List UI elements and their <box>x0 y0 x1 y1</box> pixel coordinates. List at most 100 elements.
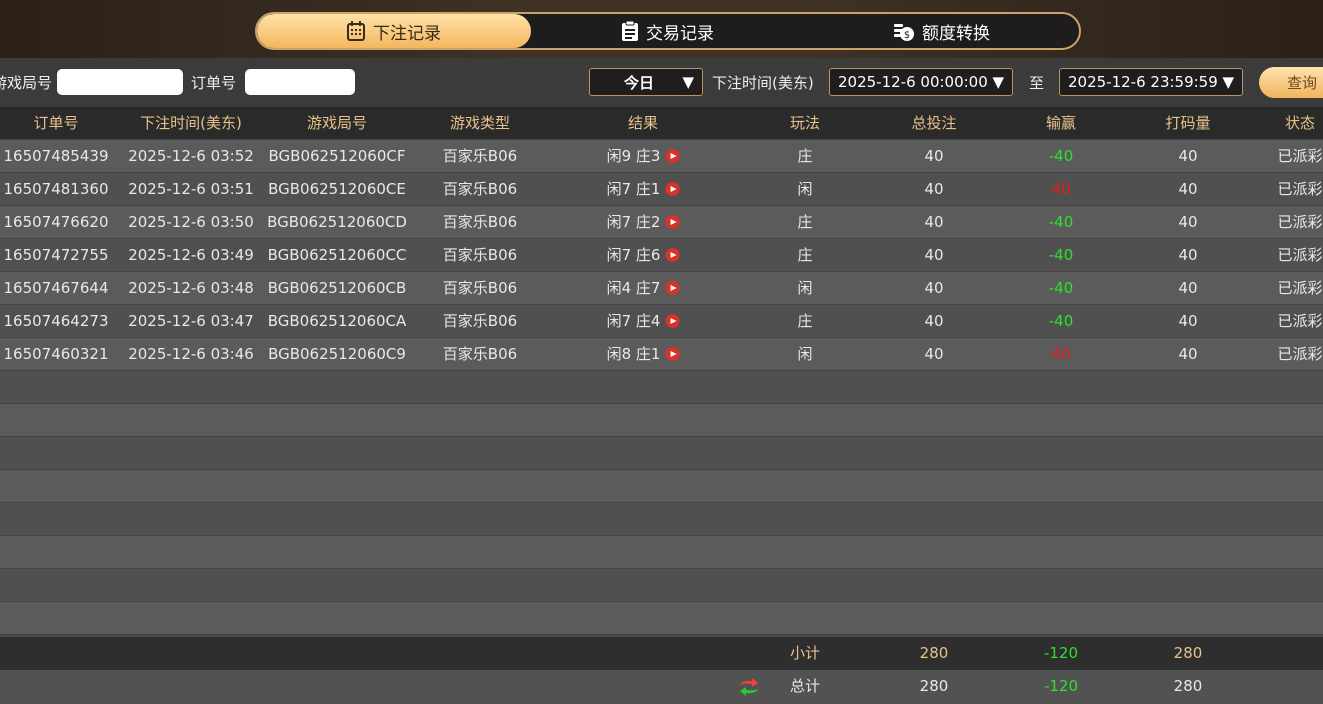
round-label: 游戏局号 <box>0 74 53 92</box>
cell-win-loss: -40 <box>1048 279 1074 297</box>
order-input[interactable] <box>245 69 355 95</box>
cell-order-id: 16507485439 <box>3 147 109 165</box>
result-text: 闲7 庄2 <box>606 213 661 231</box>
cell-round-id: BGB062512060CF <box>268 147 406 165</box>
cell-total-bet: 40 <box>924 279 944 297</box>
cell-game-type: 百家乐B06 <box>442 312 518 330</box>
cell-order-id: 16507464273 <box>3 312 109 330</box>
calendar-icon <box>347 21 365 41</box>
cell-bet-type: 庄 <box>797 147 813 165</box>
play-replay-icon[interactable] <box>665 314 680 328</box>
column-header-total-bet: 总投注 <box>911 114 957 132</box>
total-label: 总计 <box>789 677 821 695</box>
subtotal-winloss: -120 <box>1043 644 1079 662</box>
cell-status: 已派彩 <box>1277 279 1323 297</box>
cell-total-bet: 40 <box>924 213 944 231</box>
cell-status: 已派彩 <box>1277 147 1323 165</box>
total-turnover: 280 <box>1173 677 1203 695</box>
column-header-turnover: 打码量 <box>1165 114 1211 132</box>
end-time-select[interactable]: 2025-12-6 23:59:59 ▼ <box>1059 68 1243 96</box>
cell-bet-time: 2025-12-6 03:51 <box>128 180 254 198</box>
tab-bet-records[interactable]: 下注记录 <box>257 14 531 48</box>
start-time-select[interactable]: 2025-12-6 00:00:00 ▼ <box>829 68 1013 96</box>
cell-win-loss: -40 <box>1048 147 1074 165</box>
result-text: 闲7 庄1 <box>606 180 661 198</box>
column-header-game-type: 游戏类型 <box>449 114 511 132</box>
cell-bet-time: 2025-12-6 03:47 <box>128 312 254 330</box>
total-winloss: -120 <box>1043 677 1079 695</box>
refresh-icon[interactable] <box>738 676 760 698</box>
bet-records-table: 订单号 下注时间(美东) 游戏局号 游戏类型 结果 玩法 总投注 输赢 打码量 状态 1650748… <box>0 107 1323 635</box>
cell-bet-type: 庄 <box>797 246 813 264</box>
column-header-round-id: 游戏局号 <box>306 114 368 132</box>
cell-round-id: BGB062512060CE <box>268 180 406 198</box>
end-time-value: 2025-12-6 23:59:59 <box>1068 73 1218 91</box>
play-replay-icon[interactable] <box>665 215 680 229</box>
tab-credit-transfer[interactable]: $ 额度转换 <box>805 14 1079 48</box>
time-label: 下注时间(美东) <box>712 74 814 92</box>
cell-status: 已派彩 <box>1277 213 1323 231</box>
cell-game-type: 百家乐B06 <box>442 213 518 231</box>
period-select[interactable]: 今日 ▼ <box>589 68 703 96</box>
cell-order-id: 16507481360 <box>3 180 109 198</box>
cell-status: 已派彩 <box>1277 345 1323 363</box>
cell-bet-time: 2025-12-6 03:52 <box>128 147 254 165</box>
cell-bet-time: 2025-12-6 03:46 <box>128 345 254 363</box>
cell-total-bet: 40 <box>924 345 944 363</box>
chevron-down-icon: ▼ <box>1222 73 1234 91</box>
query-label: 查询 <box>1287 74 1318 92</box>
table-row: 16507485439 2025-12-6 03:52 BGB062512060CF… <box>0 140 1323 173</box>
cell-turnover: 40 <box>1178 246 1198 264</box>
cell-turnover: 40 <box>1178 345 1198 363</box>
to-label: 至 <box>1029 74 1045 92</box>
tab-bar: 下注记录 交易记录 $ 额度转换 <box>255 12 1081 50</box>
table-row <box>0 470 1323 503</box>
cell-win-loss: -40 <box>1048 246 1074 264</box>
column-header-bet-time: 下注时间(美东) <box>140 114 242 132</box>
cell-result: 闲8 庄1 <box>607 338 680 371</box>
cell-round-id: BGB062512060C9 <box>268 345 406 363</box>
cell-win-loss: 40 <box>1051 345 1071 363</box>
cell-turnover: 40 <box>1178 312 1198 330</box>
cell-total-bet: 40 <box>924 246 944 264</box>
table-row: 16507464273 2025-12-6 03:47 BGB062512060CA… <box>0 305 1323 338</box>
cell-order-id: 16507476620 <box>3 213 109 231</box>
result-text: 闲7 庄6 <box>606 246 661 264</box>
start-time-value: 2025-12-6 00:00:00 <box>838 73 988 91</box>
cell-win-loss: -40 <box>1048 213 1074 231</box>
cell-turnover: 40 <box>1178 147 1198 165</box>
result-text: 闲8 庄1 <box>606 345 661 363</box>
filter-bar: 游戏局号 订单号 今日 ▼ 下注时间(美东) 2025-12-6 00:00:00… <box>0 58 1323 107</box>
tab-transaction-records[interactable]: 交易记录 <box>531 14 805 48</box>
table-row <box>0 503 1323 536</box>
table-row <box>0 569 1323 602</box>
column-header-status: 状态 <box>1284 114 1316 132</box>
cell-round-id: BGB062512060CC <box>267 246 407 264</box>
round-input[interactable] <box>57 69 183 95</box>
subtotal-bet: 280 <box>919 644 949 662</box>
cell-total-bet: 40 <box>924 312 944 330</box>
play-replay-icon[interactable] <box>665 182 680 196</box>
table-row: 16507472755 2025-12-6 03:49 BGB062512060CC… <box>0 239 1323 272</box>
play-replay-icon[interactable] <box>665 347 680 361</box>
cell-win-loss: 40 <box>1051 180 1071 198</box>
result-text: 闲7 庄4 <box>606 312 661 330</box>
cell-win-loss: -40 <box>1048 312 1074 330</box>
table-row <box>0 602 1323 635</box>
cell-status: 已派彩 <box>1277 246 1323 264</box>
cell-turnover: 40 <box>1178 180 1198 198</box>
cell-result: 闲7 庄4 <box>607 305 680 338</box>
cell-game-type: 百家乐B06 <box>442 279 518 297</box>
table-row <box>0 371 1323 404</box>
cell-total-bet: 40 <box>924 180 944 198</box>
query-button[interactable]: 查询 <box>1259 67 1323 98</box>
order-label: 订单号 <box>191 74 237 92</box>
play-replay-icon[interactable] <box>665 149 680 163</box>
play-replay-icon[interactable] <box>665 281 680 295</box>
cell-game-type: 百家乐B06 <box>442 180 518 198</box>
cell-status: 已派彩 <box>1277 312 1323 330</box>
coins-icon: $ <box>894 24 914 41</box>
column-header-result: 结果 <box>627 114 659 132</box>
play-replay-icon[interactable] <box>665 248 680 262</box>
cell-order-id: 16507472755 <box>3 246 109 264</box>
